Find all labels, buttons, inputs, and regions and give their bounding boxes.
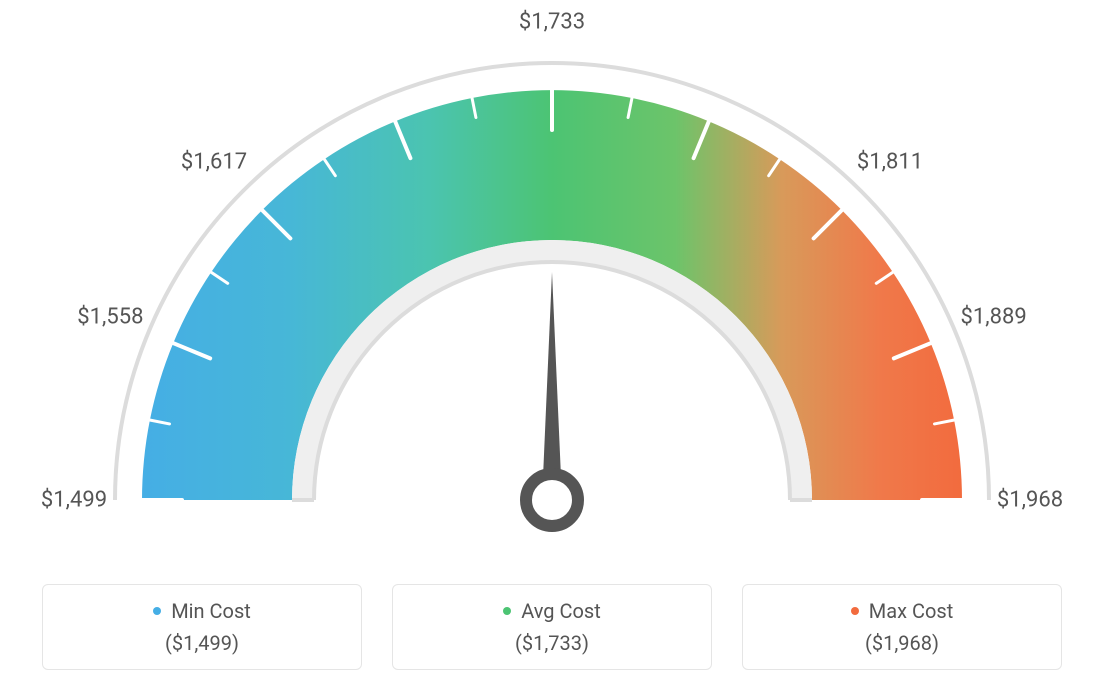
gauge-tick-label: $1,811 [857, 150, 923, 175]
gauge-tick-label: $1,617 [181, 150, 247, 175]
legend-dot-max [851, 607, 859, 615]
legend-label-avg: Avg Cost [521, 599, 601, 623]
legend-card-avg: Avg Cost ($1,733) [392, 584, 712, 670]
gauge-tick-label: $1,889 [961, 305, 1027, 330]
legend-value-min: ($1,499) [61, 631, 343, 655]
gauge-tick-label: $1,733 [519, 10, 585, 35]
gauge-chart: $1,499 $1,558 $1,617 $1,733 $1,811 $1,889 $1,9… [0, 0, 1104, 560]
legend-title-min: Min Cost [153, 599, 251, 623]
legend-value-max: ($1,968) [761, 631, 1043, 655]
legend-title-avg: Avg Cost [503, 599, 601, 623]
legend-dot-min [153, 607, 161, 615]
gauge-tick-label: $1,499 [41, 488, 107, 513]
legend-label-min: Min Cost [171, 599, 251, 623]
legend-title-max: Max Cost [851, 599, 954, 623]
legend-label-max: Max Cost [869, 599, 954, 623]
legend-dot-avg [503, 607, 511, 615]
legend-card-min: Min Cost ($1,499) [42, 584, 362, 670]
legend-value-avg: ($1,733) [411, 631, 693, 655]
legend-row: Min Cost ($1,499) Avg Cost ($1,733) Max … [0, 584, 1104, 670]
gauge-tick-label: $1,558 [77, 305, 143, 330]
gauge-svg [0, 0, 1104, 560]
legend-card-max: Max Cost ($1,968) [742, 584, 1062, 670]
gauge-tick-label: $1,968 [997, 488, 1063, 513]
